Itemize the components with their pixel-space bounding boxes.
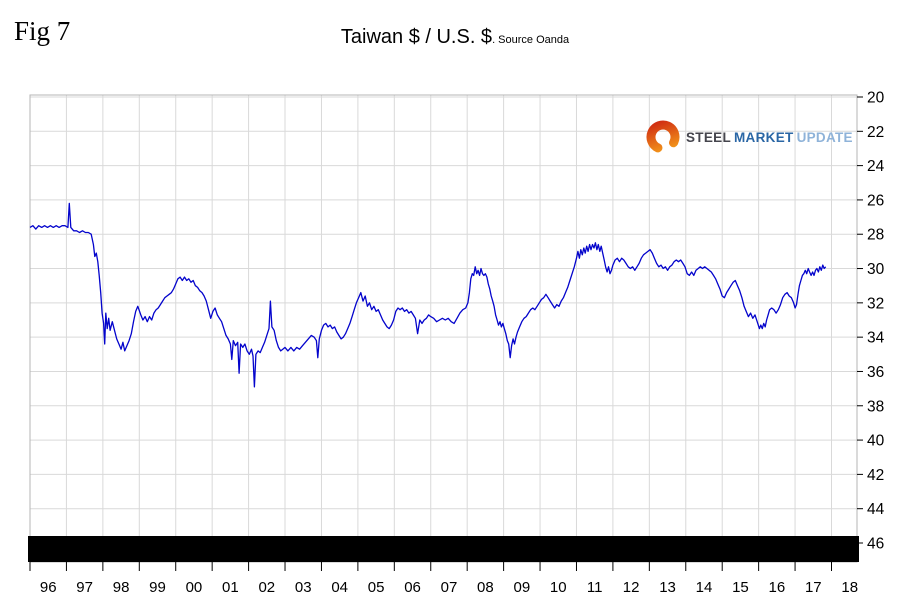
- y-tick-label: 26: [867, 192, 884, 209]
- x-tick-label: 00: [186, 579, 203, 596]
- smu-market: MARKET: [734, 129, 794, 145]
- x-tick-label: 99: [149, 579, 166, 596]
- x-tick-label: 04: [331, 579, 348, 596]
- x-tick-label: 10: [550, 579, 567, 596]
- y-tick-label: 32: [867, 295, 884, 312]
- x-axis-band: [28, 536, 859, 562]
- x-tick-label: 09: [513, 579, 530, 596]
- chart-title: Taiwan $ / U.S. $: [340, 26, 493, 48]
- x-tick-label: 02: [258, 579, 275, 596]
- x-tick-label: 11: [587, 579, 603, 596]
- smu-swoosh-icon: [646, 120, 680, 154]
- x-tick-label: 06: [404, 579, 421, 596]
- x-tick-label: 16: [769, 579, 786, 596]
- x-tick-label: 03: [295, 579, 312, 596]
- price-line: [29, 202, 827, 388]
- plot-border: [29, 94, 858, 563]
- x-tick-label: 05: [368, 579, 385, 596]
- y-tick-label: 46: [867, 536, 884, 553]
- y-tick-label: 20: [867, 90, 885, 107]
- y-tick-label: 36: [867, 364, 884, 381]
- x-tick-label: 97: [76, 579, 93, 596]
- smu-update: UPDATE: [796, 129, 853, 145]
- chart-header: Taiwan $ / U.S. $. Source Oanda: [0, 26, 910, 49]
- x-tick-label: 12: [623, 579, 640, 596]
- y-tick-label: 40: [867, 433, 885, 450]
- x-tick-label: 98: [113, 579, 130, 596]
- y-tick-label: 24: [867, 158, 885, 175]
- x-tick-label: 18: [841, 579, 858, 596]
- x-tick-label: 15: [732, 579, 749, 596]
- smu-logo: STEEL MARKET UPDATE: [644, 116, 856, 158]
- x-tick-label: 14: [696, 579, 713, 596]
- x-tick-label: 96: [40, 579, 57, 596]
- x-tick-label: 13: [659, 579, 676, 596]
- y-tick-label: 42: [867, 467, 884, 484]
- x-tick-label: 08: [477, 579, 494, 596]
- smu-steel: STEEL: [686, 129, 732, 145]
- y-tick-label: 30: [867, 261, 885, 278]
- y-tick-label: 22: [867, 124, 884, 141]
- y-tick-label: 28: [867, 227, 884, 244]
- x-tick-label: 07: [441, 579, 458, 596]
- x-tick-label: 17: [805, 579, 822, 596]
- smu-logo-text: STEEL MARKET UPDATE: [686, 130, 856, 145]
- source-note: . Source Oanda: [492, 34, 570, 46]
- y-tick-label: 34: [867, 330, 885, 347]
- y-tick-label: 38: [867, 398, 884, 415]
- y-tick-label: 44: [867, 501, 885, 518]
- figure-label: Fig 7: [14, 16, 71, 46]
- x-tick-label: 01: [222, 579, 239, 596]
